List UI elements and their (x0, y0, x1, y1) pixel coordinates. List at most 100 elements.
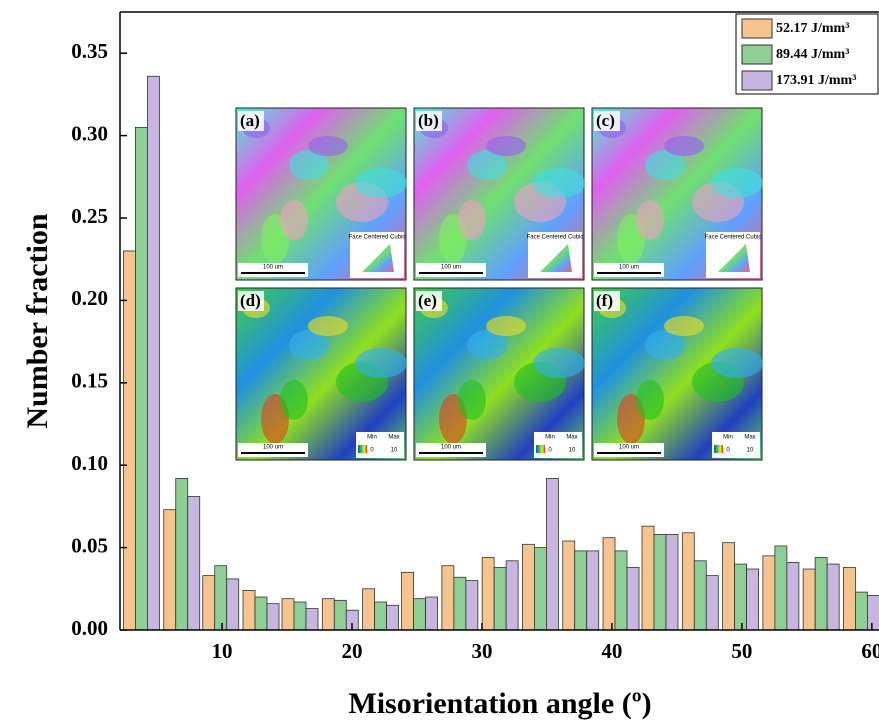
y-tick-label: 0.10 (71, 451, 108, 475)
bar (814, 557, 828, 631)
bar (534, 547, 547, 631)
key-min-label: Min (367, 435, 377, 441)
bar (453, 576, 467, 631)
key-min: 0 (548, 448, 552, 454)
bar (147, 75, 160, 631)
grain (308, 316, 348, 336)
bar (386, 604, 399, 631)
grain (289, 150, 329, 180)
bar (867, 594, 879, 631)
inset-label: (d) (240, 291, 261, 310)
bar (187, 496, 201, 631)
bar (546, 477, 559, 631)
key-max: 10 (391, 448, 398, 454)
bar (641, 525, 655, 631)
bar (586, 550, 600, 631)
legend-swatch (741, 70, 773, 91)
bar (135, 126, 148, 631)
y-tick-label: 0.20 (71, 286, 108, 310)
grain (636, 380, 664, 420)
bar (693, 560, 707, 631)
bar (441, 565, 455, 631)
inset-label: (b) (418, 111, 439, 130)
y-axis-label: Number fraction (21, 213, 54, 429)
bar (175, 477, 189, 631)
bar (465, 580, 479, 631)
bar (123, 250, 136, 631)
grain (645, 330, 685, 360)
legend-label: 89.44 J/mm³ (776, 47, 849, 62)
bar (574, 550, 588, 631)
key-min: 0 (726, 448, 730, 454)
key-max: 10 (569, 448, 576, 454)
key-bar (358, 445, 367, 453)
grain (486, 316, 526, 336)
label-bg (416, 111, 442, 131)
grain (645, 150, 685, 180)
scale-bar-text: 100 um (441, 445, 461, 451)
x-tick-label: 60 (861, 639, 879, 663)
bar (746, 568, 759, 631)
key-max-label: Max (744, 435, 755, 441)
grain (533, 348, 585, 378)
y-tick-label: 0.00 (71, 616, 108, 640)
bar (774, 545, 788, 631)
grain (355, 168, 407, 198)
key-max-label: Max (388, 435, 399, 441)
inset: (e) 100 um Min Max 0 10 (413, 287, 585, 461)
x-tick-label: 20 (341, 639, 362, 663)
key-min-label: Min (723, 435, 733, 441)
label-bg (594, 111, 620, 131)
inset: (b) 100 um Face Centered Cubic (413, 107, 585, 281)
x-axis-label: Misorientation angle (º) (348, 687, 651, 720)
bar (362, 588, 375, 631)
bar (614, 550, 628, 631)
legend-label: 52.17 J/mm³ (776, 21, 849, 36)
inset-label: (e) (418, 291, 437, 310)
label-bg (416, 291, 442, 311)
bar (802, 568, 816, 631)
bar (562, 540, 576, 631)
bar (722, 542, 735, 631)
grain (308, 136, 348, 156)
inset-label: (a) (240, 111, 260, 130)
bar (653, 534, 667, 631)
legend-label: 173.91 J/mm³ (776, 73, 856, 88)
key-min-label: Min (545, 435, 555, 441)
grain (458, 380, 486, 420)
bar (413, 598, 426, 631)
bar (321, 598, 335, 631)
bar (626, 566, 640, 631)
inset-label: (f) (596, 291, 613, 310)
inset: (c) 100 um Face Centered Cubic (591, 107, 763, 281)
label-bg (238, 111, 264, 131)
bar (281, 598, 295, 631)
bar (762, 555, 776, 631)
scale-bar-text: 100 um (619, 265, 639, 271)
y-tick-label: 0.25 (71, 204, 108, 228)
grain (533, 168, 585, 198)
bar (226, 578, 240, 631)
bar (254, 596, 268, 631)
grain (486, 136, 526, 156)
key-triangle (718, 244, 750, 272)
key-max: 10 (747, 448, 754, 454)
key-triangle (362, 244, 394, 272)
bar (425, 596, 438, 631)
bar (214, 565, 228, 631)
bar (163, 509, 177, 631)
bar (266, 603, 280, 631)
grain (664, 136, 704, 156)
bar (505, 560, 519, 631)
scale-bar-text: 100 um (263, 265, 283, 271)
bar (681, 532, 695, 631)
y-tick-label: 0.15 (71, 369, 108, 393)
key-title: Face Centered Cubic (527, 235, 584, 241)
bar (786, 562, 800, 631)
scale-bar-text: 100 um (263, 445, 283, 451)
scale-bar-text: 100 um (441, 265, 461, 271)
bar (374, 601, 387, 631)
grain (355, 348, 407, 378)
grain (289, 330, 329, 360)
